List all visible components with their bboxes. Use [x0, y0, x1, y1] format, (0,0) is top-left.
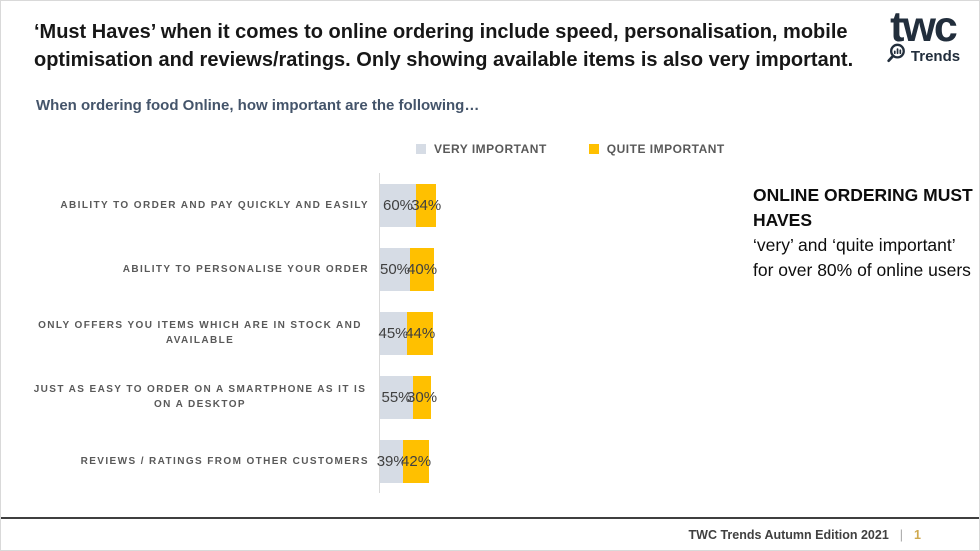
category-label: REVIEWS / RATINGS FROM OTHER CUSTOMERS: [80, 455, 369, 467]
stacked-bar-chart: ABILITY TO ORDER AND PAY QUICKLY AND EAS…: [31, 173, 743, 493]
bar-value-label-quite-important: 44%: [405, 324, 436, 342]
chart-row: ONLY OFFERS YOU ITEMS WHICH ARE IN STOCK…: [31, 301, 743, 365]
chart-row: REVIEWS / RATINGS FROM OTHER CUSTOMERS 3…: [31, 429, 743, 493]
legend-item-very-important: VERY IMPORTANT: [416, 142, 547, 156]
category-cell: ONLY OFFERS YOU ITEMS WHICH ARE IN STOCK…: [31, 301, 379, 365]
category-label: ABILITY TO ORDER AND PAY QUICKLY AND EAS…: [60, 199, 369, 211]
twc-logo: twc Trends: [877, 5, 969, 69]
magnifier-bar-chart-icon: [886, 43, 907, 69]
bar-segment-very-important: 50%: [380, 247, 411, 291]
chart-row: ABILITY TO ORDER AND PAY QUICKLY AND EAS…: [31, 173, 743, 237]
stacked-bar: 50% 40%: [380, 247, 440, 291]
stacked-bar: 60% 34%: [380, 183, 441, 227]
legend-label-quite-important: QUITE IMPORTANT: [606, 142, 725, 156]
category-label: ABILITY TO PERSONALISE YOUR ORDER: [122, 263, 369, 275]
chart-row: JUST AS EASY TO ORDER ON A SMARTPHONE AS…: [31, 365, 743, 429]
plot-cell: 45% 44%: [379, 301, 741, 365]
legend-swatch-quite-important: [588, 144, 599, 154]
bar-segment-quite-important: 30%: [407, 375, 437, 419]
chart-question-subtitle: When ordering food Online, how important…: [36, 97, 480, 114]
bar-value-label-quite-important: 34%: [411, 196, 442, 214]
bar-value-label-very-important: 50%: [380, 260, 411, 278]
slide-title: ‘Must Haves’ when it comes to online ord…: [34, 21, 854, 71]
twc-logo-trends-label: Trends: [910, 47, 961, 65]
footer-separator: |: [899, 528, 904, 542]
bar-segment-quite-important: 40%: [407, 247, 438, 291]
bar-segment-very-important: 55%: [380, 375, 414, 419]
footer-edition-label: TWC Trends Autumn Edition 2021: [688, 528, 889, 542]
stacked-bar: 55% 30%: [380, 375, 440, 419]
bar-segment-very-important: 45%: [378, 311, 409, 355]
plot-cell: 60% 34%: [379, 173, 741, 237]
bar-segment-quite-important: 44%: [405, 311, 436, 355]
bar-segment-quite-important: 42%: [401, 439, 432, 483]
plot-cell: 50% 40%: [379, 237, 741, 301]
bar-value-label-very-important: 55%: [381, 388, 412, 406]
category-cell: ABILITY TO ORDER AND PAY QUICKLY AND EAS…: [31, 173, 379, 237]
annotation-body: ‘very’ and ‘quite important’ for over 80…: [753, 235, 971, 280]
bar-segment-very-important: 39%: [377, 439, 407, 483]
category-label: JUST AS EASY TO ORDER ON A SMARTPHONE AS…: [33, 384, 367, 410]
category-label: ONLY OFFERS YOU ITEMS WHICH ARE IN STOCK…: [38, 320, 362, 346]
bar-value-label-very-important: 60%: [383, 196, 414, 214]
legend-swatch-very-important: [416, 144, 426, 154]
chart-row: ABILITY TO PERSONALISE YOUR ORDER 50% 40…: [31, 237, 743, 301]
twc-logo-wordmark: twc: [890, 3, 958, 51]
bar-segment-very-important: 60%: [380, 183, 417, 227]
bar-value-label-quite-important: 42%: [401, 452, 432, 470]
category-cell: REVIEWS / RATINGS FROM OTHER CUSTOMERS: [31, 429, 379, 493]
stacked-bar: 45% 44%: [378, 311, 440, 355]
legend-label-very-important: VERY IMPORTANT: [434, 142, 547, 156]
bar-value-label-very-important: 39%: [376, 452, 407, 470]
bar-segment-quite-important: 34%: [411, 183, 441, 227]
plot-cell: 39% 42%: [377, 429, 741, 493]
footer: TWC Trends Autumn Edition 2021 | 1: [689, 528, 921, 542]
bar-value-label-quite-important: 30%: [407, 388, 438, 406]
footer-page-number: 1: [914, 528, 921, 542]
category-cell: ABILITY TO PERSONALISE YOUR ORDER: [31, 237, 379, 301]
bar-value-label-very-important: 45%: [378, 324, 409, 342]
footer-divider: [1, 517, 979, 519]
stacked-bar: 39% 42%: [377, 439, 440, 483]
chart-rows: ABILITY TO ORDER AND PAY QUICKLY AND EAS…: [31, 173, 743, 493]
category-cell: JUST AS EASY TO ORDER ON A SMARTPHONE AS…: [31, 365, 379, 429]
annotation-callout: ONLINE ORDERING MUST HAVES ‘very’ and ‘q…: [753, 183, 973, 283]
chart-legend: VERY IMPORTANT QUITE IMPORTANT: [416, 142, 725, 156]
annotation-heading: ONLINE ORDERING MUST HAVES: [753, 185, 973, 230]
plot-cell: 55% 30%: [379, 365, 741, 429]
legend-item-quite-important: QUITE IMPORTANT: [588, 142, 725, 156]
twc-logo-subline: Trends: [877, 43, 969, 69]
bar-value-label-quite-important: 40%: [407, 260, 438, 278]
